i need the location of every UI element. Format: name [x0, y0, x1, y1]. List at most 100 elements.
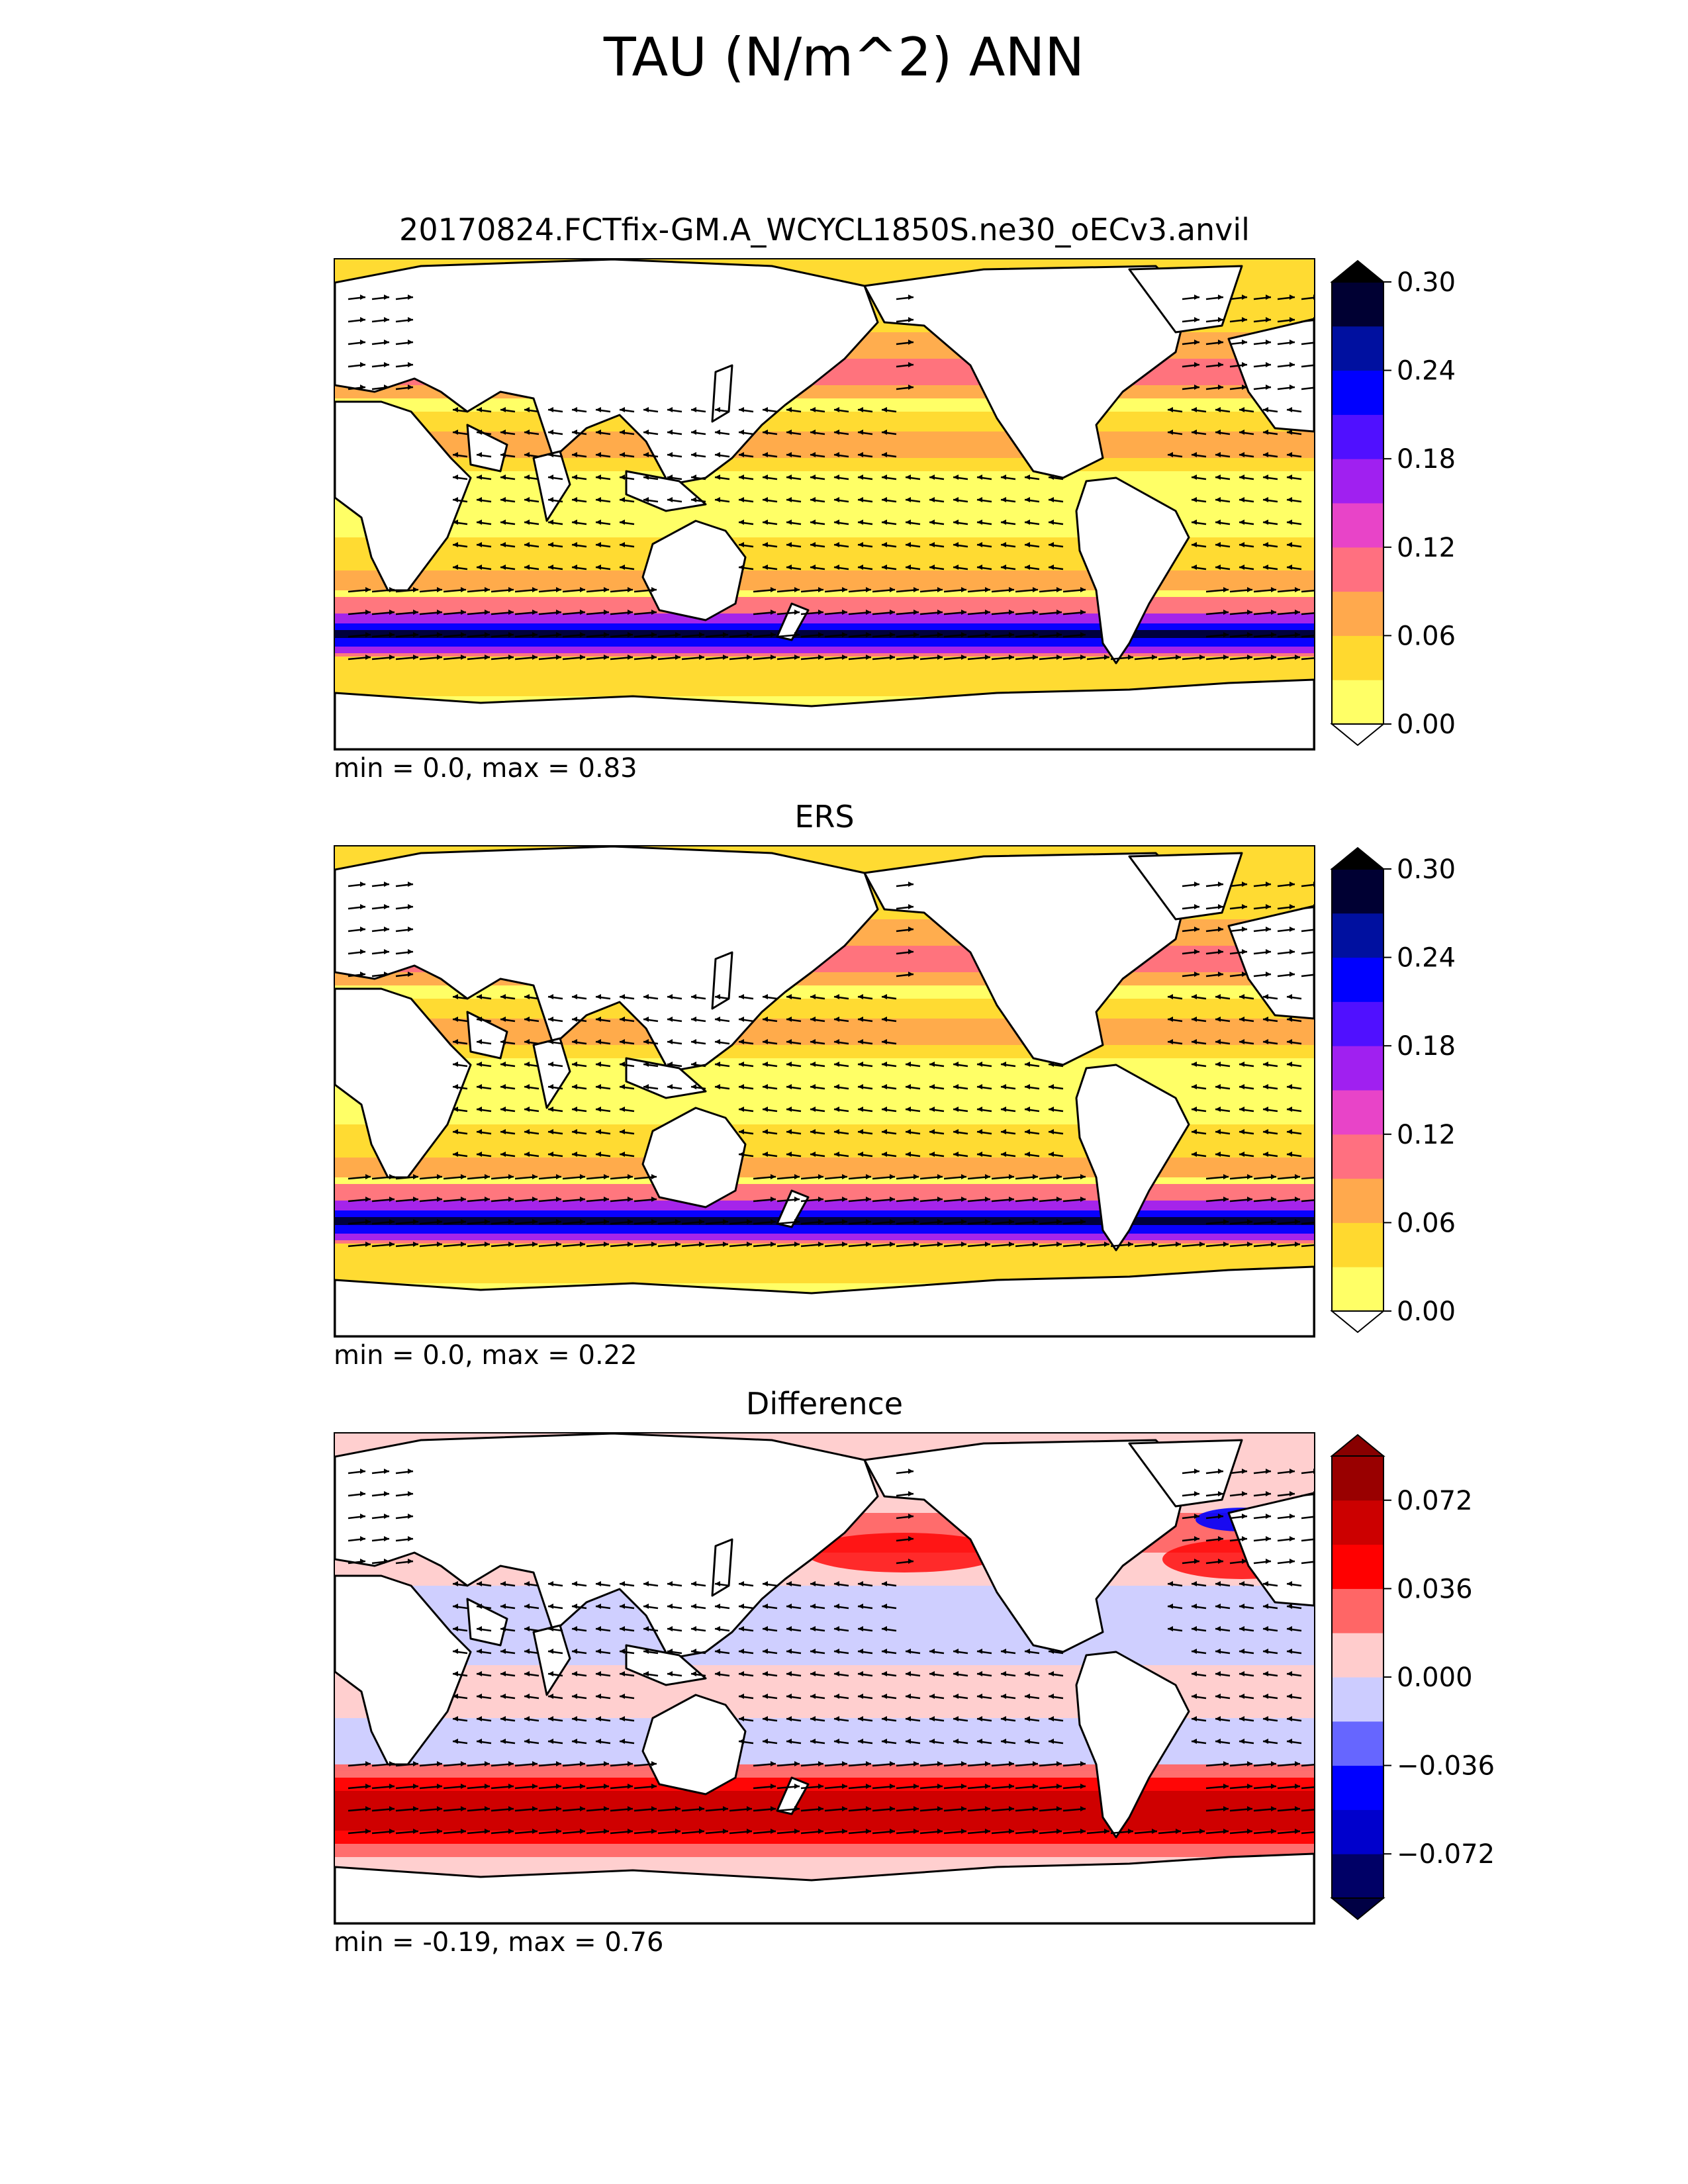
colorbar-swatch — [1332, 414, 1383, 459]
wind-arrowhead — [1266, 972, 1271, 977]
wind-arrowhead — [1242, 927, 1247, 932]
wind-arrowhead — [810, 407, 816, 412]
wind-arrowhead — [977, 1084, 982, 1089]
wind-arrowhead — [1194, 972, 1199, 977]
colorbar-tick-label: 0.12 — [1397, 1120, 1456, 1150]
wind-arrowhead — [1271, 1219, 1276, 1224]
wind-arrowhead — [596, 1084, 601, 1089]
wind-arrowhead — [914, 1829, 919, 1834]
wind-arrowhead — [818, 1761, 823, 1766]
wind-arrowhead — [384, 904, 389, 909]
wind-arrowhead — [1313, 1469, 1314, 1474]
wind-arrowhead — [596, 1716, 601, 1721]
wind-arrowhead — [1025, 475, 1030, 480]
wind-arrowhead — [1168, 430, 1173, 435]
wind-arrowhead — [834, 1152, 839, 1157]
wind-arrowhead — [1242, 362, 1247, 367]
wind-arrowhead — [890, 1197, 895, 1202]
wind-arrowhead — [485, 1174, 490, 1179]
wind-arrowhead — [818, 1242, 823, 1247]
wind-arrowhead — [500, 1694, 506, 1699]
wind-arrowhead — [477, 520, 482, 525]
wind-arrowhead — [1194, 1536, 1199, 1541]
wind-arrowhead — [739, 452, 744, 457]
wind-arrowhead — [500, 1716, 506, 1721]
wind-arrowhead — [651, 632, 657, 637]
wind-arrowhead — [858, 1694, 863, 1699]
wind-arrowhead — [477, 475, 482, 480]
wind-arrowhead — [1009, 1784, 1014, 1789]
wind-arrowhead — [929, 1716, 935, 1721]
wind-arrowhead — [500, 1039, 506, 1044]
wind-arrowhead — [699, 1219, 704, 1224]
wind-arrowhead — [937, 610, 943, 615]
wind-arrow — [1301, 1561, 1314, 1565]
wind-arrowhead — [723, 1829, 728, 1834]
wind-arrowhead — [929, 475, 935, 480]
wind-arrowhead — [1271, 587, 1276, 592]
wind-arrowhead — [1295, 587, 1300, 592]
wind-arrowhead — [643, 1626, 649, 1631]
wind-arrow — [1301, 1177, 1314, 1180]
wind-arrowhead — [1192, 497, 1197, 502]
wind-arrow — [1301, 884, 1314, 887]
colorbar-swatch — [1332, 1456, 1383, 1501]
wind-arrowhead — [929, 1062, 935, 1067]
colorbar-tick-label: 0.00 — [1397, 709, 1456, 740]
wind-arrowhead — [786, 452, 792, 457]
wind-arrowhead — [1223, 1806, 1229, 1811]
wind-arrowhead — [858, 1671, 863, 1676]
wind-arrowhead — [477, 452, 482, 457]
wind-arrowhead — [651, 1784, 657, 1789]
wind-arrowhead — [977, 542, 982, 547]
wind-arrowhead — [691, 430, 696, 435]
wind-arrowhead — [691, 1581, 696, 1586]
wind-arrowhead — [1215, 1716, 1221, 1721]
wind-arrowhead — [604, 1242, 609, 1247]
wind-arrowhead — [1199, 1242, 1205, 1247]
wind-arrowhead — [786, 1152, 792, 1157]
wind-arrowhead — [384, 882, 389, 887]
wind-arrowhead — [715, 1649, 720, 1654]
colorbar-swatch — [1332, 1178, 1383, 1223]
wind-arrowhead — [1194, 295, 1199, 300]
wind-arrowhead — [1223, 1197, 1229, 1202]
wind-arrowhead — [1009, 655, 1014, 660]
wind-arrowhead — [524, 565, 530, 570]
wind-arrow — [1301, 951, 1314, 955]
wind-arrowhead — [1271, 632, 1276, 637]
wind-arrowhead — [453, 475, 458, 480]
wind-arrowhead — [810, 520, 816, 525]
wind-arrowhead — [1080, 1219, 1086, 1224]
wind-arrowhead — [548, 1152, 553, 1157]
wind-arrowhead — [500, 1626, 506, 1631]
wind-arrowhead — [675, 1219, 680, 1224]
wind-arrowhead — [453, 497, 458, 502]
wind-arrowhead — [453, 430, 458, 435]
arabia-land — [466, 1011, 508, 1060]
wind-arrowhead — [1271, 1784, 1276, 1789]
wind-arrowhead — [477, 1084, 482, 1089]
wind-arrowhead — [1218, 1514, 1223, 1519]
wind-arrowhead — [389, 1761, 395, 1766]
wind-arrowhead — [1271, 1761, 1276, 1766]
wind-arrowhead — [810, 1739, 816, 1744]
wind-arrowhead — [908, 295, 914, 300]
wind-arrowhead — [763, 1716, 768, 1721]
wind-arrowhead — [532, 1174, 538, 1179]
wind-arrowhead — [667, 1062, 673, 1067]
wind-arrowhead — [1194, 1469, 1199, 1474]
wind-arrowhead — [834, 542, 839, 547]
colorbar-swatch — [1332, 282, 1383, 327]
wind-arrow — [1301, 1809, 1314, 1812]
wind-arrowhead — [866, 1197, 871, 1202]
wind-arrowhead — [596, 430, 601, 435]
wind-arrowhead — [890, 610, 895, 615]
wind-arrowhead — [1239, 1739, 1244, 1744]
colorbar-tick-label: 0.06 — [1397, 1208, 1456, 1238]
wind-arrowhead — [1223, 610, 1229, 615]
wind-arrowhead — [596, 1604, 601, 1609]
wind-arrowhead — [548, 565, 553, 570]
wind-arrowhead — [1218, 385, 1223, 390]
wind-arrowhead — [771, 1784, 776, 1789]
